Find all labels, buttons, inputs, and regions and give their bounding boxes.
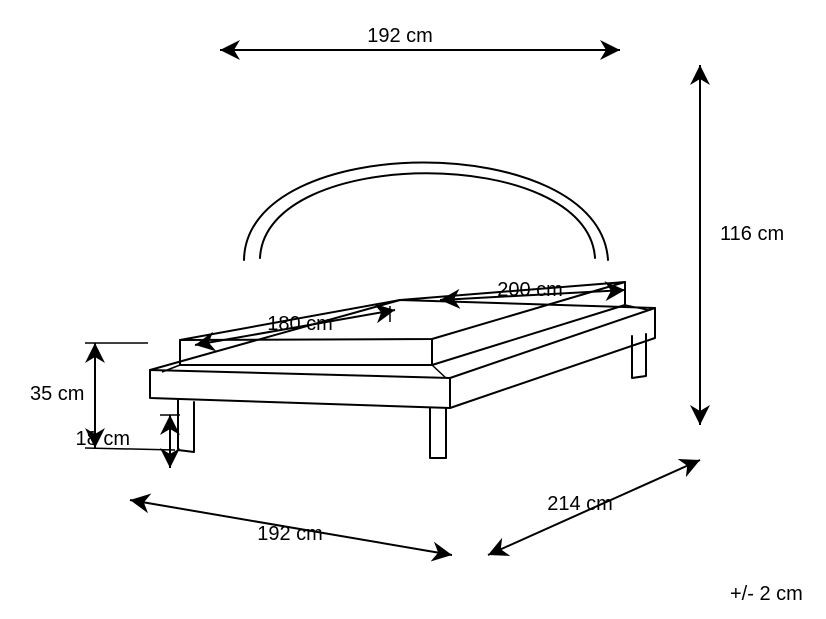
label-mattress-length: 200 cm <box>497 279 563 301</box>
label-outer-width: 192 cm <box>257 523 323 545</box>
label-headboard-width: 192 cm <box>367 25 433 47</box>
label-mattress-width: 180 cm <box>267 313 333 335</box>
tolerance-label: +/- 2 cm <box>730 583 803 605</box>
label-platform-height: 35 cm <box>30 383 84 405</box>
headboard <box>244 163 608 261</box>
label-total-height: 116 cm <box>720 223 784 245</box>
bed-frame <box>150 300 655 408</box>
label-leg-height: 18 cm <box>76 428 130 450</box>
label-outer-length: 214 cm <box>547 493 613 515</box>
dimension-labels: 192 cm 116 cm 180 cm 200 cm 35 cm 18 cm … <box>30 25 784 545</box>
bed-legs <box>178 306 646 458</box>
